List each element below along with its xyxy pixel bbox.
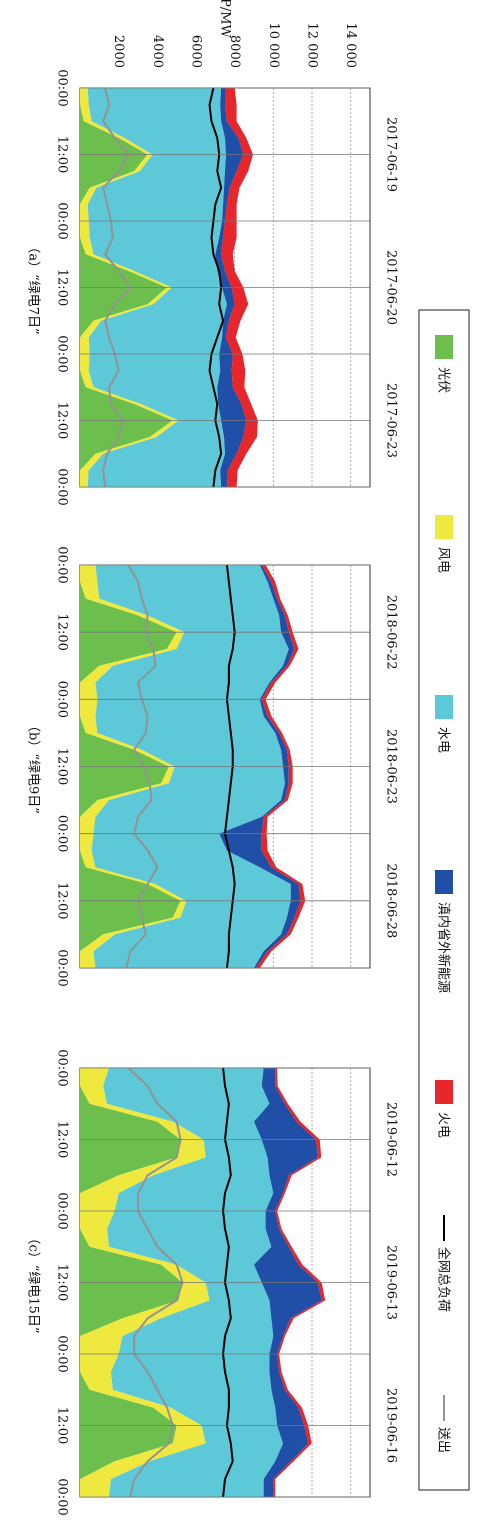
x-tick-label: 00:00 bbox=[55, 335, 70, 372]
legend-swatch bbox=[435, 335, 453, 359]
legend-swatch bbox=[435, 1080, 453, 1104]
stacked-area bbox=[103, 1068, 283, 1497]
legend-label: 火电 bbox=[436, 1112, 451, 1138]
panel-title: （b）“绿电9日” bbox=[26, 719, 41, 814]
date-label: 2017-06-19 bbox=[384, 117, 399, 192]
x-tick-label: 00:00 bbox=[55, 1049, 70, 1086]
x-tick-label: 12:00 bbox=[55, 269, 70, 306]
date-label: 2018-06-28 bbox=[384, 863, 399, 938]
x-tick-label: 12:00 bbox=[55, 402, 70, 439]
date-label: 2019-06-16 bbox=[384, 1388, 399, 1463]
panel: 00:00 12:00 00:00 12:00 00:00 12:00 00:00 2018-… bbox=[26, 546, 399, 986]
legend-label: 滇内省外新能源 bbox=[436, 902, 452, 993]
panel-title: （a）“绿电7日” bbox=[26, 240, 41, 334]
x-tick-label: 00:00 bbox=[55, 1478, 70, 1515]
y-tick-label: 12 000 bbox=[305, 23, 320, 69]
y-tick-label: 4000 bbox=[150, 35, 165, 68]
y-tick-label: 8000 bbox=[227, 35, 242, 68]
x-tick-label: 00:00 bbox=[55, 468, 70, 505]
date-label: 2019-06-13 bbox=[384, 1245, 399, 1320]
stacked-area bbox=[273, 1068, 326, 1497]
x-tick-label: 00:00 bbox=[55, 815, 70, 852]
x-tick-label: 00:00 bbox=[55, 949, 70, 986]
stacked-area bbox=[80, 1068, 210, 1497]
y-tick-label: 6000 bbox=[189, 35, 204, 68]
x-tick-label: 00:00 bbox=[55, 202, 70, 239]
legend-swatch bbox=[435, 515, 453, 539]
panel: 00:00 12:00 00:00 12:00 00:00 12:00 00:00 2019-… bbox=[26, 1049, 399, 1515]
y-tick-label: 2000 bbox=[111, 35, 126, 68]
x-tick-label: 12:00 bbox=[55, 882, 70, 919]
x-tick-label: 00:00 bbox=[55, 546, 70, 583]
date-label: 2018-06-23 bbox=[384, 729, 399, 804]
legend-label: 光伏 bbox=[436, 367, 451, 393]
x-tick-label: 00:00 bbox=[55, 69, 70, 106]
x-tick-label: 00:00 bbox=[55, 1335, 70, 1372]
legend-label: 水电 bbox=[436, 727, 451, 753]
y-tick-label: 14 000 bbox=[343, 23, 358, 69]
date-label: 2019-06-12 bbox=[384, 1102, 399, 1177]
legend-swatch bbox=[435, 870, 453, 894]
stacked-area bbox=[87, 88, 227, 487]
legend-label: 全网总负荷 bbox=[436, 1247, 452, 1312]
stacked-area bbox=[80, 565, 187, 968]
date-label: 2017-06-20 bbox=[384, 250, 399, 325]
date-label: 2018-06-22 bbox=[384, 595, 399, 670]
x-tick-label: 00:00 bbox=[55, 681, 70, 718]
x-tick-label: 12:00 bbox=[55, 1407, 70, 1444]
rotated-figure: 2000 4000 6000 8000 10 000 12 000 14 000 P/MW 00… bbox=[26, 0, 470, 1516]
x-tick-label: 12:00 bbox=[55, 1121, 70, 1158]
x-tick-label: 12:00 bbox=[55, 1264, 70, 1301]
x-tick-label: 00:00 bbox=[55, 1192, 70, 1229]
date-label: 2017-06-23 bbox=[384, 383, 399, 458]
legend-label: 风电 bbox=[436, 547, 451, 573]
x-tick-label: 12:00 bbox=[55, 613, 70, 650]
x-tick-label: 12:00 bbox=[55, 748, 70, 785]
legend-label: 送出 bbox=[436, 1427, 451, 1453]
legend-swatch bbox=[435, 695, 453, 719]
panel: 00:00 12:00 00:00 12:00 00:00 12:00 00:00 2017-… bbox=[26, 69, 399, 505]
y-axis-label: P/MW bbox=[218, 0, 233, 39]
x-tick-label: 12:00 bbox=[55, 136, 70, 173]
panel-title: （c）“绿电15日” bbox=[26, 1231, 41, 1333]
legend-box bbox=[418, 309, 470, 1491]
y-tick-label: 10 000 bbox=[266, 23, 281, 69]
